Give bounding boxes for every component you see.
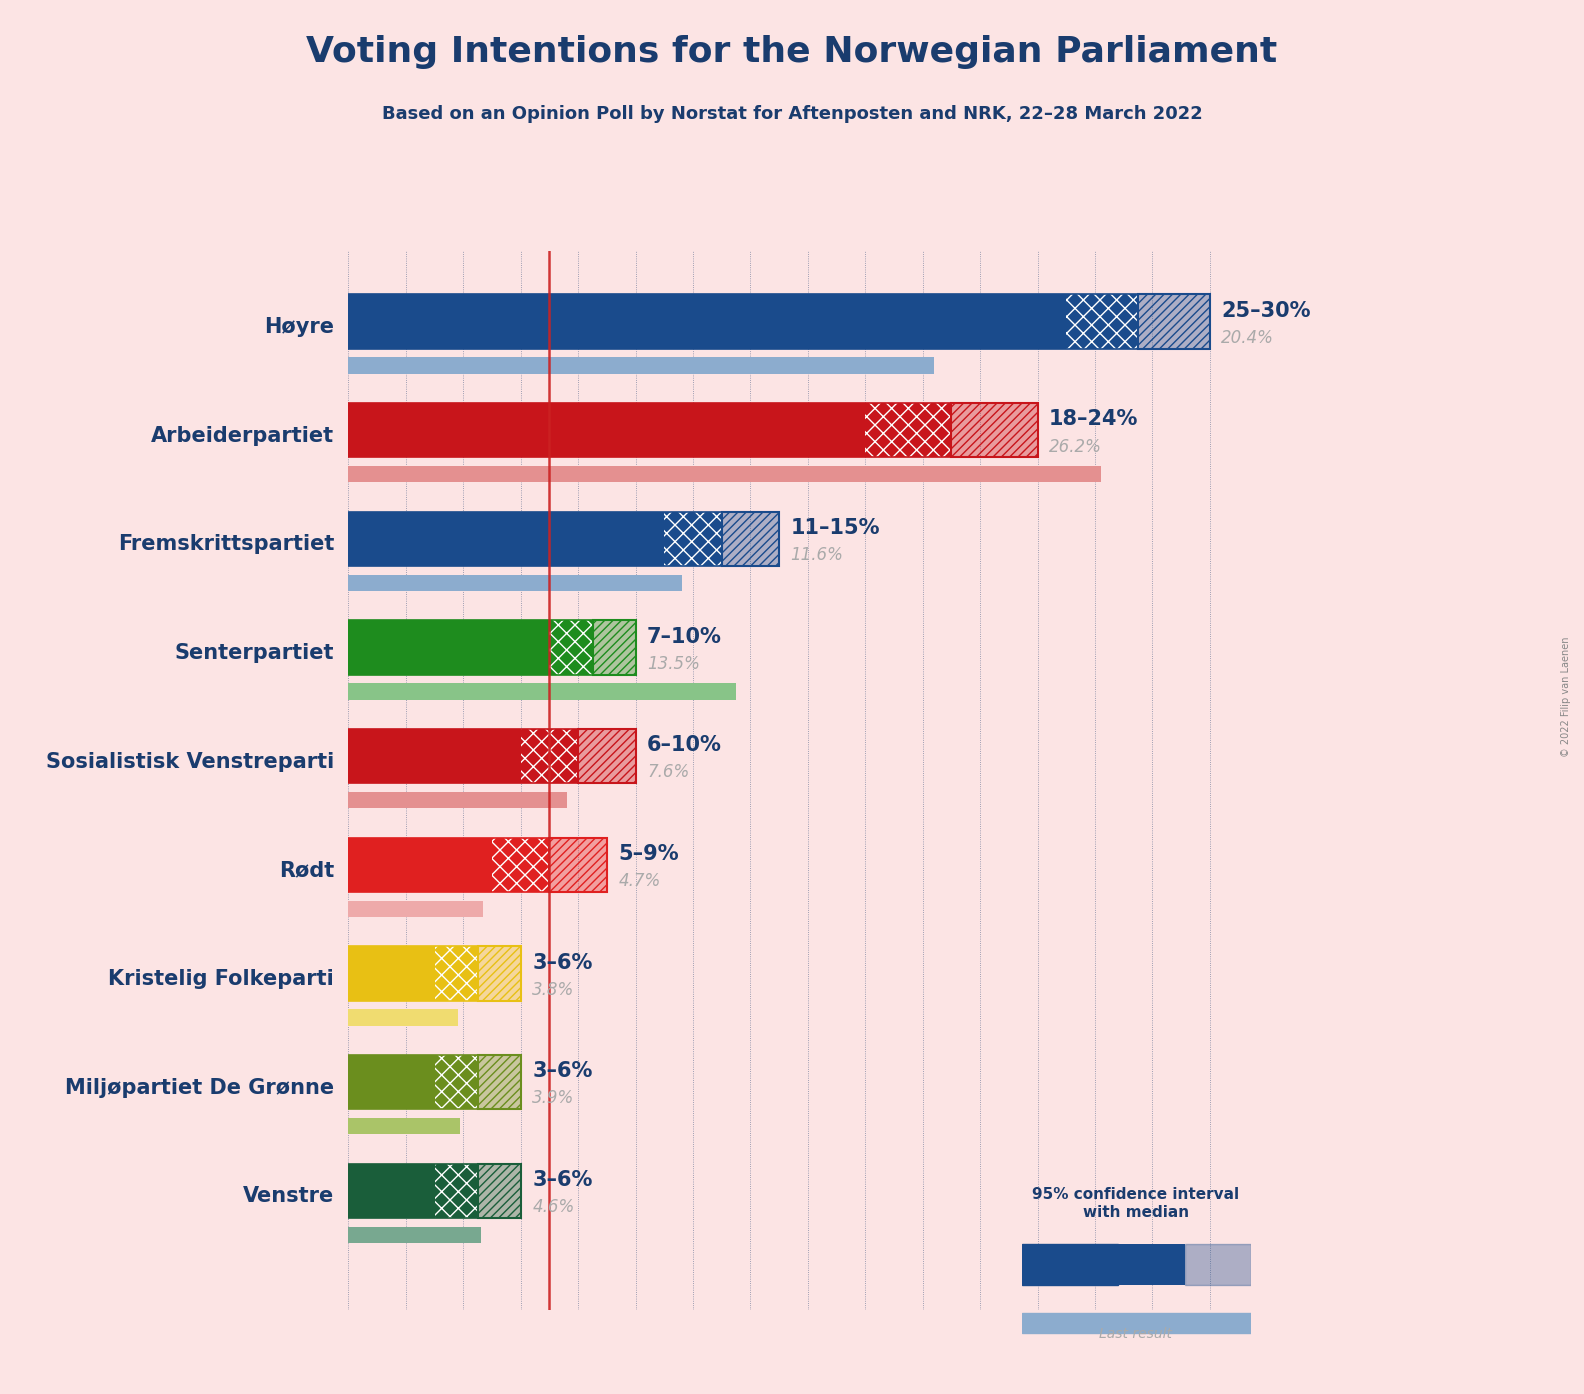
Text: Sosialistisk Venstreparti: Sosialistisk Venstreparti bbox=[46, 751, 334, 772]
Text: 95% confidence interval
with median: 95% confidence interval with median bbox=[1033, 1188, 1239, 1220]
Bar bbox=[348, 729, 635, 783]
Bar bbox=[348, 1118, 461, 1135]
Text: 7–10%: 7–10% bbox=[648, 627, 722, 647]
Bar bbox=[592, 620, 635, 675]
Bar bbox=[592, 620, 635, 675]
Bar bbox=[722, 512, 779, 566]
Text: Kristelig Folkeparti: Kristelig Folkeparti bbox=[108, 969, 334, 988]
Text: Høyre: Høyre bbox=[265, 316, 334, 337]
Text: 7.6%: 7.6% bbox=[648, 764, 689, 782]
Text: 26.2%: 26.2% bbox=[1049, 438, 1102, 456]
Text: Arbeiderpartiet: Arbeiderpartiet bbox=[150, 425, 334, 446]
Bar bbox=[348, 838, 607, 892]
Text: © 2022 Filip van Laenen: © 2022 Filip van Laenen bbox=[1562, 637, 1571, 757]
Bar bbox=[348, 729, 521, 783]
Bar bbox=[434, 947, 478, 1001]
Bar bbox=[478, 947, 521, 1001]
Bar bbox=[478, 1055, 521, 1110]
Bar bbox=[348, 357, 935, 374]
Bar bbox=[478, 1164, 521, 1218]
Text: 18–24%: 18–24% bbox=[1049, 410, 1139, 429]
Bar bbox=[1185, 1243, 1251, 1285]
Bar bbox=[722, 512, 779, 566]
Bar bbox=[348, 683, 737, 700]
Bar bbox=[1066, 294, 1137, 348]
Bar bbox=[348, 947, 521, 1001]
Bar bbox=[550, 838, 607, 892]
Text: 3.9%: 3.9% bbox=[532, 1090, 575, 1107]
Bar bbox=[478, 947, 521, 1001]
Bar bbox=[865, 403, 952, 457]
Bar bbox=[348, 294, 1066, 348]
Bar bbox=[348, 620, 550, 675]
Bar bbox=[348, 1009, 458, 1026]
Bar bbox=[348, 512, 779, 566]
Text: 13.5%: 13.5% bbox=[648, 655, 700, 673]
Bar bbox=[952, 403, 1038, 457]
Bar bbox=[550, 838, 607, 892]
Text: Last result: Last result bbox=[1099, 1327, 1172, 1341]
Text: 4.6%: 4.6% bbox=[532, 1197, 575, 1216]
Bar bbox=[578, 729, 635, 783]
Text: 6–10%: 6–10% bbox=[648, 735, 722, 756]
Bar bbox=[348, 294, 1210, 348]
Bar bbox=[348, 838, 493, 892]
Text: Rødt: Rødt bbox=[279, 860, 334, 880]
Bar bbox=[434, 1055, 478, 1110]
Bar bbox=[348, 901, 483, 917]
Text: 4.7%: 4.7% bbox=[618, 873, 661, 891]
Text: 20.4%: 20.4% bbox=[1221, 329, 1274, 347]
Text: Miljøpartiet De Grønne: Miljøpartiet De Grønne bbox=[65, 1078, 334, 1097]
Bar bbox=[348, 1164, 434, 1218]
Bar bbox=[348, 574, 681, 591]
Text: Fremskrittspartiet: Fremskrittspartiet bbox=[117, 534, 334, 555]
Text: 11.6%: 11.6% bbox=[790, 546, 844, 565]
Bar bbox=[952, 403, 1038, 457]
Text: 11–15%: 11–15% bbox=[790, 519, 881, 538]
Text: 5–9%: 5–9% bbox=[618, 843, 680, 864]
Bar bbox=[348, 1055, 521, 1110]
Bar bbox=[348, 403, 865, 457]
Text: Based on an Opinion Poll by Norstat for Aftenposten and NRK, 22–28 March 2022: Based on an Opinion Poll by Norstat for … bbox=[382, 105, 1202, 123]
Bar bbox=[1022, 1243, 1118, 1285]
Text: Venstre: Venstre bbox=[242, 1186, 334, 1206]
Bar bbox=[348, 947, 434, 1001]
Bar bbox=[348, 403, 1038, 457]
Text: 3.8%: 3.8% bbox=[532, 981, 575, 999]
Bar bbox=[1185, 1243, 1251, 1285]
Bar bbox=[348, 1227, 480, 1243]
Bar bbox=[348, 466, 1101, 482]
Bar bbox=[478, 1055, 521, 1110]
Bar bbox=[348, 1164, 521, 1218]
Bar bbox=[478, 1164, 521, 1218]
Bar bbox=[1118, 1243, 1185, 1285]
Bar bbox=[348, 792, 567, 809]
Text: 25–30%: 25–30% bbox=[1221, 301, 1312, 321]
Text: 3–6%: 3–6% bbox=[532, 1061, 592, 1082]
Bar bbox=[348, 512, 664, 566]
Text: 3–6%: 3–6% bbox=[532, 952, 592, 973]
Bar bbox=[1022, 1313, 1251, 1333]
Bar bbox=[348, 1055, 434, 1110]
Bar bbox=[348, 620, 635, 675]
Bar bbox=[521, 729, 578, 783]
Bar bbox=[550, 620, 592, 675]
Bar bbox=[493, 838, 550, 892]
Text: Voting Intentions for the Norwegian Parliament: Voting Intentions for the Norwegian Parl… bbox=[306, 35, 1278, 68]
Bar bbox=[1137, 294, 1210, 348]
Bar bbox=[434, 1164, 478, 1218]
Bar bbox=[578, 729, 635, 783]
Text: Senterpartiet: Senterpartiet bbox=[174, 643, 334, 664]
Text: 3–6%: 3–6% bbox=[532, 1170, 592, 1190]
Bar bbox=[664, 512, 722, 566]
Bar bbox=[1137, 294, 1210, 348]
